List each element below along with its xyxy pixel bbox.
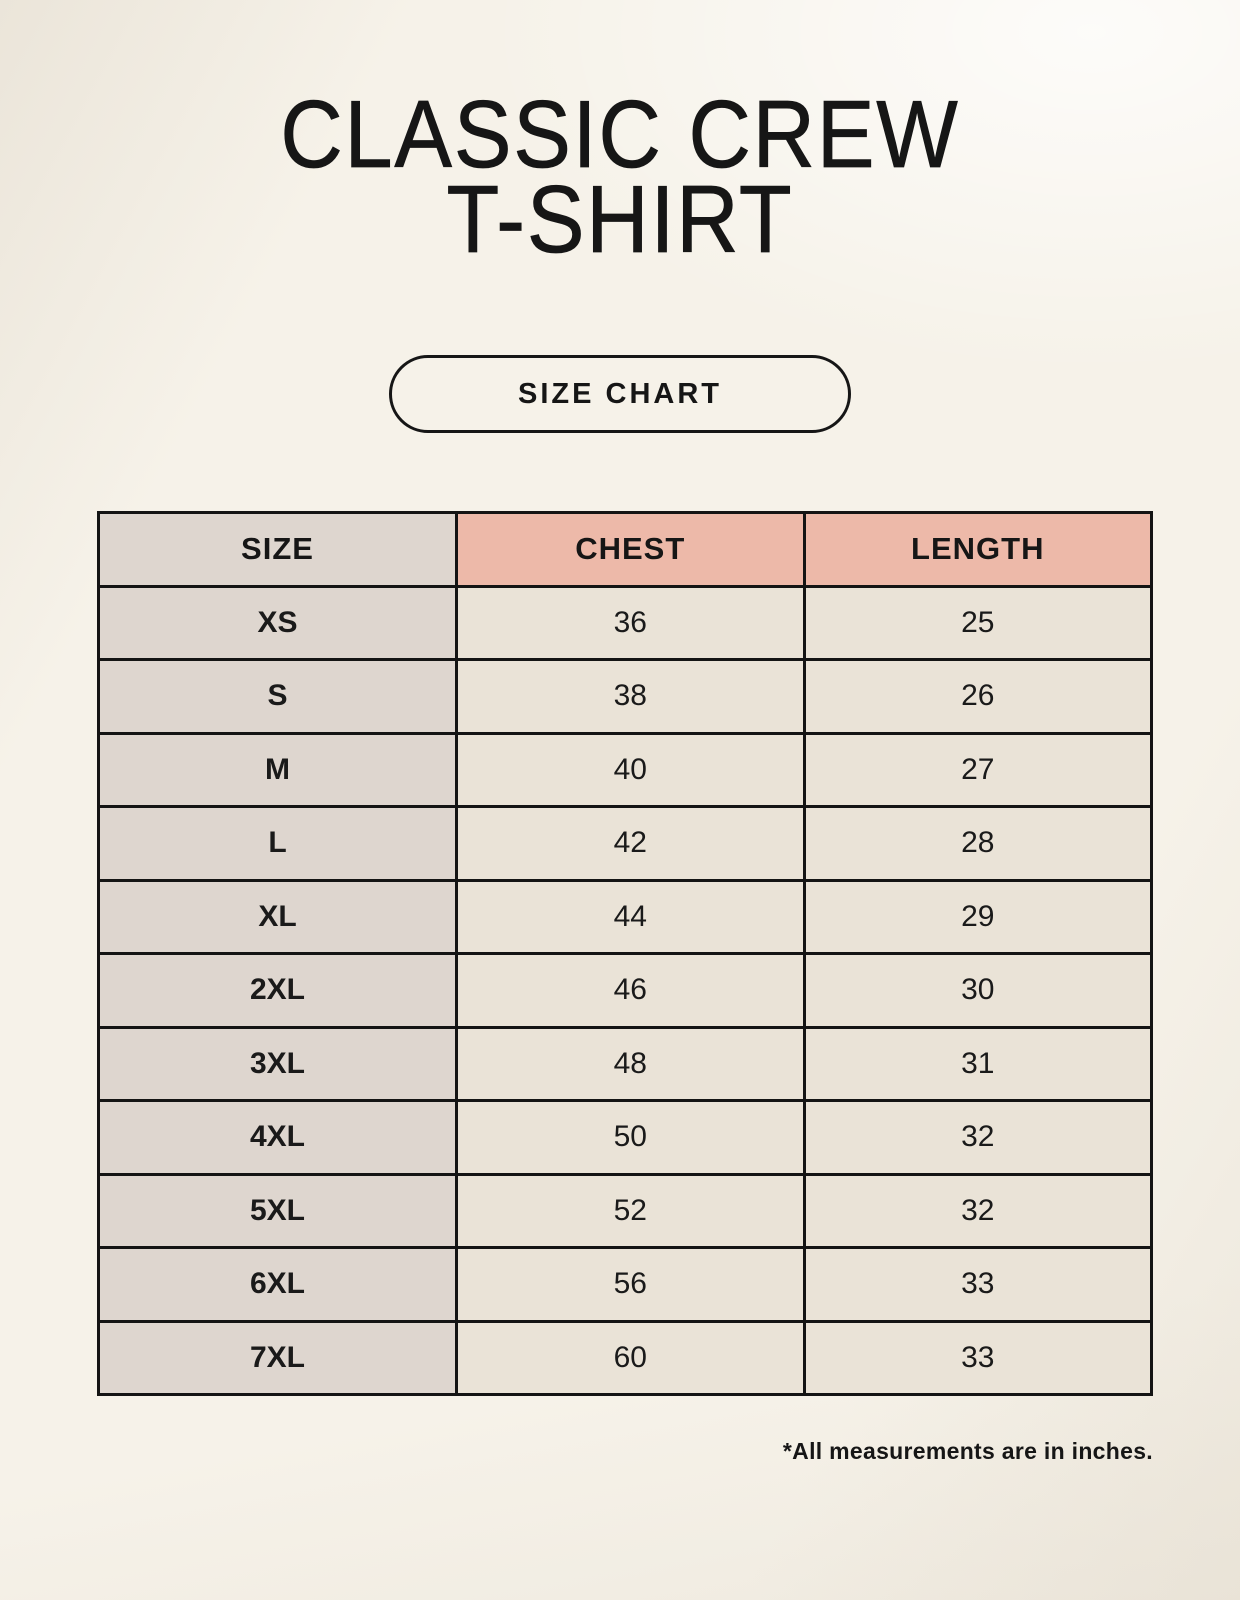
size-cell: 7XL (96, 1319, 459, 1396)
table-row: M 40 27 (96, 731, 1153, 808)
table-row: 2XL 46 30 (96, 952, 1153, 1029)
table-header-row: SIZE CHEST LENGTH (96, 511, 1153, 588)
length-value-cell: 27 (802, 731, 1153, 808)
page-title-line-1: CLASSIC CREW (280, 81, 960, 188)
size-chart-badge-label: SIZE CHART (518, 377, 722, 410)
length-value-cell: 32 (802, 1099, 1153, 1176)
chest-value-cell: 40 (455, 731, 806, 808)
table-row: XS 36 25 (96, 584, 1153, 661)
size-cell: 3XL (96, 1025, 459, 1102)
chest-value-cell: 46 (455, 952, 806, 1029)
chest-value-cell: 60 (455, 1319, 806, 1396)
length-value-cell: 32 (802, 1172, 1153, 1249)
size-cell: S (96, 658, 459, 735)
table-row: 5XL 52 32 (96, 1172, 1153, 1249)
table-row: 7XL 60 33 (96, 1319, 1153, 1396)
chest-value-cell: 50 (455, 1099, 806, 1176)
length-value-cell: 30 (802, 952, 1153, 1029)
table-row: L 42 28 (96, 805, 1153, 882)
size-cell: 2XL (96, 952, 459, 1029)
length-value-cell: 26 (802, 658, 1153, 735)
size-cell: M (96, 731, 459, 808)
table-row: 4XL 50 32 (96, 1099, 1153, 1176)
table-row: 3XL 48 31 (96, 1025, 1153, 1102)
chest-value-cell: 48 (455, 1025, 806, 1102)
size-cell: 5XL (96, 1172, 459, 1249)
length-value-cell: 33 (802, 1319, 1153, 1396)
length-value-cell: 33 (802, 1246, 1153, 1323)
size-chart-table: SIZE CHEST LENGTH XS 36 25 S 38 26 M 40 27 L 42 28 XL 4… (96, 511, 1153, 1396)
measurements-footnote: *All measurements are in inches. (782, 1438, 1153, 1464)
length-value-cell: 31 (802, 1025, 1153, 1102)
column-header-chest: CHEST (455, 511, 806, 588)
length-value-cell: 25 (802, 584, 1153, 661)
table-body: XS 36 25 S 38 26 M 40 27 L 42 28 XL 44 29 2XL 46 30 3XL 48 3… (96, 584, 1153, 1396)
table-row: 6XL 56 33 (96, 1246, 1153, 1323)
size-cell: 4XL (96, 1099, 459, 1176)
size-cell: XS (96, 584, 459, 661)
table-head: SIZE CHEST LENGTH (96, 511, 1153, 588)
chest-value-cell: 44 (455, 878, 806, 955)
page-title-line-2: T-SHIRT (446, 166, 794, 273)
size-chart-badge[interactable]: SIZE CHART (389, 355, 851, 433)
size-cell: XL (96, 878, 459, 955)
size-chart-table-container: SIZE CHEST LENGTH XS 36 25 S 38 26 M 40 27 L 42 28 XL 4… (96, 511, 1153, 1396)
table-row: S 38 26 (96, 658, 1153, 735)
chest-value-cell: 52 (455, 1172, 806, 1249)
size-cell: L (96, 805, 459, 882)
column-header-size: SIZE (96, 511, 459, 588)
size-cell: 6XL (96, 1246, 459, 1323)
page-title: CLASSIC CREW T-SHIRT (62, 81, 1178, 273)
chest-value-cell: 36 (455, 584, 806, 661)
length-value-cell: 29 (802, 878, 1153, 955)
chest-value-cell: 38 (455, 658, 806, 735)
table-row: XL 44 29 (96, 878, 1153, 955)
column-header-length: LENGTH (802, 511, 1153, 588)
chest-value-cell: 56 (455, 1246, 806, 1323)
length-value-cell: 28 (802, 805, 1153, 882)
chest-value-cell: 42 (455, 805, 806, 882)
